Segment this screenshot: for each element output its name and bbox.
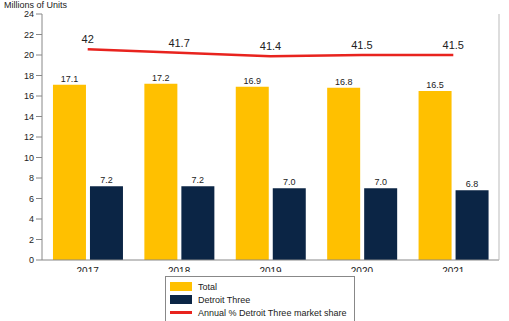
svg-text:16.5: 16.5 (426, 80, 444, 90)
svg-text:7.2: 7.2 (192, 175, 205, 185)
svg-text:8: 8 (29, 173, 34, 183)
svg-text:20: 20 (24, 50, 34, 60)
svg-text:18: 18 (24, 71, 34, 81)
svg-text:2021: 2021 (442, 266, 465, 272)
html-text:Total: Total (198, 281, 217, 292)
svg-text:16.9: 16.9 (244, 76, 262, 86)
svg-text:24: 24 (24, 9, 34, 19)
svg-text:41.5: 41.5 (443, 39, 464, 51)
svg-text:7.2: 7.2 (100, 175, 113, 185)
svg-text:17.2: 17.2 (152, 73, 170, 83)
html-text:Annual % Detroit Three market: Annual % Detroit Three market share (198, 307, 347, 318)
html-text:Detroit Three: Detroit Three (198, 294, 251, 305)
svg-text:2019: 2019 (259, 266, 282, 272)
svg-text:7.0: 7.0 (283, 177, 296, 187)
svg-text:10: 10 (24, 153, 34, 163)
svg-text:17.1: 17.1 (61, 74, 79, 84)
svg-text:4: 4 (29, 214, 34, 224)
svg-text:16: 16 (24, 91, 34, 101)
html-text:Millions of Units: Millions of Units (4, 0, 67, 10)
svg-text:22: 22 (24, 30, 34, 40)
svg-text:12: 12 (24, 132, 34, 142)
svg-text:0: 0 (29, 255, 34, 265)
svg-text:42: 42 (82, 33, 94, 45)
svg-text:2: 2 (29, 235, 34, 245)
svg-text:6: 6 (29, 194, 34, 204)
svg-text:6.8: 6.8 (466, 179, 479, 189)
svg-text:41.5: 41.5 (351, 39, 372, 51)
svg-text:2018: 2018 (168, 266, 191, 272)
svg-text:2017: 2017 (77, 266, 100, 272)
svg-text:41.7: 41.7 (168, 37, 189, 49)
svg-text:14: 14 (24, 112, 34, 122)
svg-text:16.8: 16.8 (335, 77, 353, 87)
svg-text:41.4: 41.4 (260, 40, 281, 52)
svg-text:7.0: 7.0 (374, 177, 387, 187)
svg-text:2020: 2020 (351, 266, 374, 272)
